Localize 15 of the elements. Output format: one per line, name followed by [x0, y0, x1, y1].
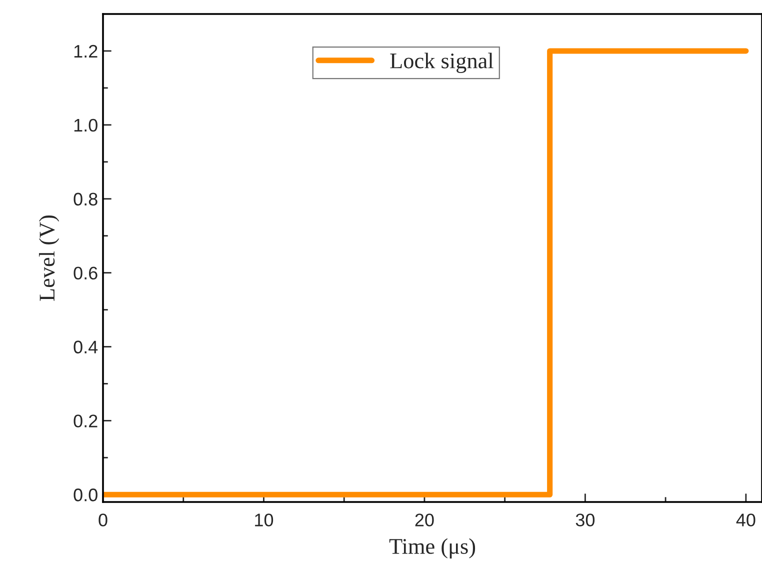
y-axis-title: Level (V)	[39, 215, 60, 301]
y-tick-label: 0.2	[74, 414, 98, 428]
x-tick-label: 0	[98, 514, 108, 526]
x-axis-title: Time (μs)	[389, 538, 476, 558]
y-tick-label: 0.8	[74, 192, 98, 206]
legend-label: Lock signal	[390, 52, 494, 73]
x-tick-label: 10	[255, 514, 274, 526]
y-tick-label: 0.4	[74, 340, 98, 354]
y-tick-label: 1.2	[74, 44, 98, 58]
y-tick-label: 1.0	[74, 118, 98, 132]
x-tick-label: 30	[576, 514, 595, 526]
x-tick-label: 20	[415, 514, 434, 526]
x-tick-label: 40	[736, 514, 756, 526]
y-tick-label: 0.0	[74, 488, 98, 502]
y-tick-label: 0.6	[74, 266, 98, 280]
